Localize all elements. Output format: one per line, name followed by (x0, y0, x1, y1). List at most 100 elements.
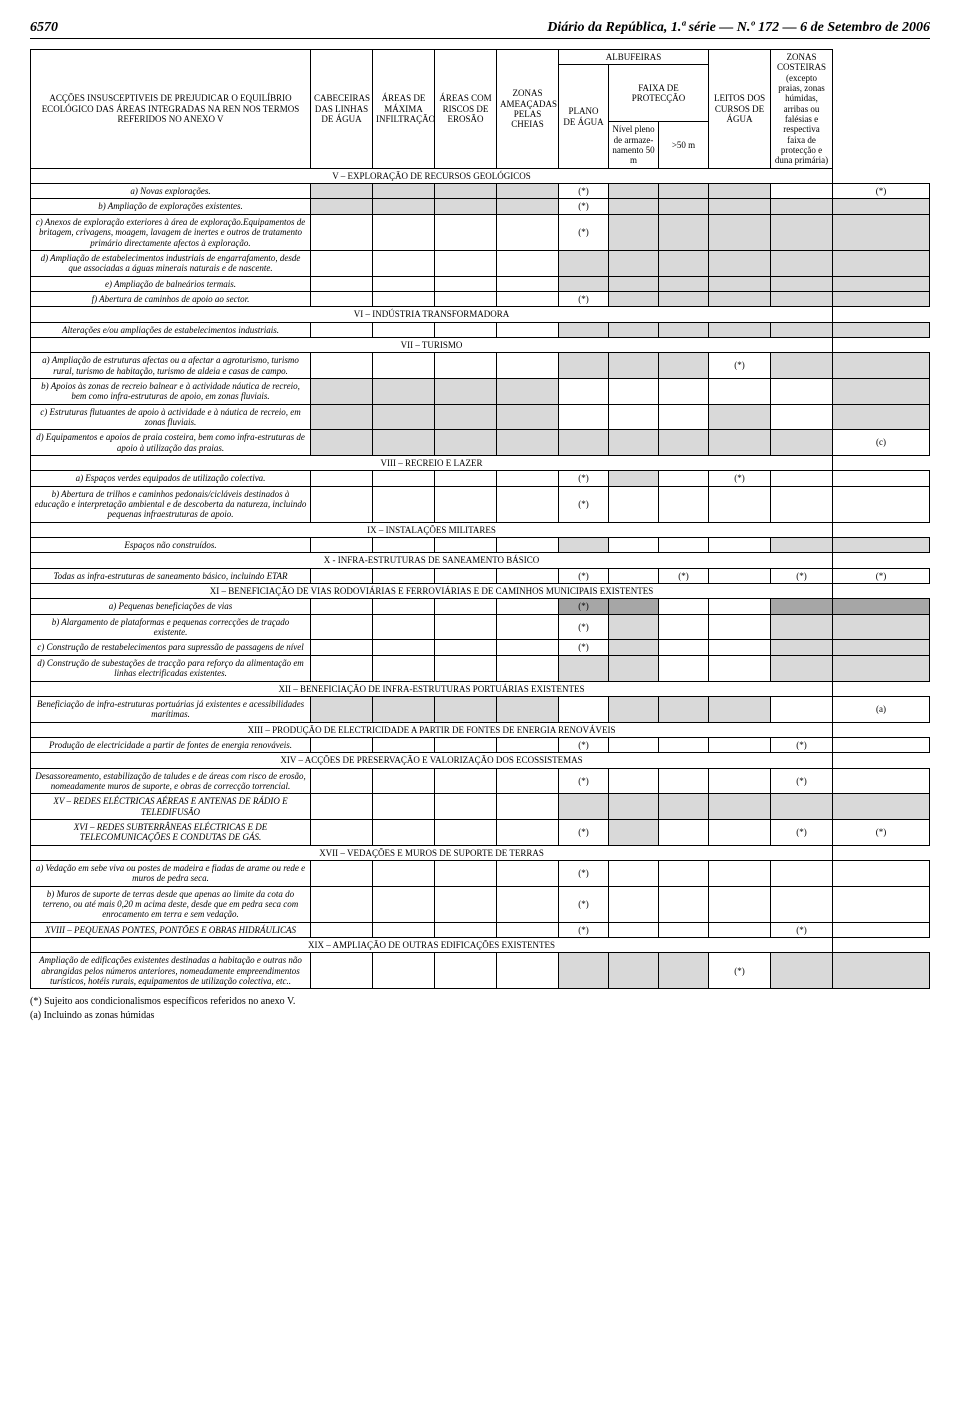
cell (373, 794, 435, 820)
cell (311, 737, 373, 752)
cell: (a) (833, 696, 930, 722)
cell: (*) (559, 819, 609, 845)
cell: (*) (559, 568, 609, 583)
cell: (*) (559, 640, 609, 655)
cell (559, 538, 609, 553)
table-row: Beneficiação de infra-estruturas portuár… (31, 696, 930, 722)
cell (771, 886, 833, 922)
section-title: V – EXPLORAÇÃO DE RECURSOS GEOLÓGICOS (31, 168, 833, 183)
cell (311, 614, 373, 640)
cell (709, 430, 771, 456)
row-desc: Ampliação de edificações existentes dest… (31, 953, 311, 989)
cell (771, 214, 833, 250)
row-desc: b) Alargamento de plataformas e pequenas… (31, 614, 311, 640)
cell (833, 404, 930, 430)
cell: (*) (709, 471, 771, 486)
cell (559, 655, 609, 681)
cell (609, 655, 659, 681)
col-cabeceiras: CABECEIRAS DAS LINHAS DE ÁGUA (311, 50, 373, 169)
cell: (*) (771, 568, 833, 583)
cell (609, 322, 659, 337)
cell (609, 860, 659, 886)
table-row: XV – REDES ELÉCTRICAS AÉREAS E ANTENAS D… (31, 794, 930, 820)
cell: (*) (833, 568, 930, 583)
cell (833, 250, 930, 276)
cell (659, 599, 709, 614)
cell (311, 404, 373, 430)
cell (709, 276, 771, 291)
section-row: V – EXPLORAÇÃO DE RECURSOS GEOLÓGICOS (31, 168, 930, 183)
cell (771, 430, 833, 456)
cell (771, 404, 833, 430)
cell (373, 696, 435, 722)
cell (659, 860, 709, 886)
cell (435, 353, 497, 379)
table-row: b) Apoios às zonas de recreio balnear e … (31, 378, 930, 404)
cell: (*) (559, 922, 609, 937)
cell (771, 794, 833, 820)
cell (311, 353, 373, 379)
section-title: IX – INSTALAÇÕES MILITARES (31, 522, 833, 537)
cell (659, 886, 709, 922)
row-desc: Espaços não construídos. (31, 538, 311, 553)
cell (609, 291, 659, 306)
cell (435, 696, 497, 722)
cell (497, 819, 559, 845)
cell (497, 322, 559, 337)
cell (435, 486, 497, 522)
row-desc: e) Ampliação de balneários termais. (31, 276, 311, 291)
cell (609, 768, 659, 794)
cell (373, 214, 435, 250)
cell (771, 538, 833, 553)
cell (497, 640, 559, 655)
cell (709, 199, 771, 214)
cell (373, 819, 435, 845)
cell (771, 276, 833, 291)
cell (659, 184, 709, 199)
cell (709, 696, 771, 722)
section-row: XII – BENEFICIAÇÃO DE INFRA-ESTRUTURAS P… (31, 681, 930, 696)
cell (609, 922, 659, 937)
cell (709, 378, 771, 404)
cell: (*) (559, 184, 609, 199)
cell (497, 486, 559, 522)
row-desc: c) Estruturas flutuantes de apoio à acti… (31, 404, 311, 430)
cell (497, 737, 559, 752)
cell (659, 953, 709, 989)
cell (373, 404, 435, 430)
cell (771, 640, 833, 655)
col-plano-agua: PLANO DE ÁGUA (559, 65, 609, 168)
cell (311, 184, 373, 199)
cell (435, 430, 497, 456)
cell (771, 655, 833, 681)
cell (659, 291, 709, 306)
section-row: IX – INSTALAÇÕES MILITARES (31, 522, 930, 537)
cell (833, 737, 930, 752)
cell (559, 353, 609, 379)
cell (373, 486, 435, 522)
cell (771, 184, 833, 199)
header-left: 6570 (30, 20, 58, 36)
section-title: XVII – VEDAÇÕES E MUROS DE SUPORTE DE TE… (31, 845, 833, 860)
cell (559, 404, 609, 430)
cell (771, 486, 833, 522)
cell (373, 886, 435, 922)
row-desc: c) Construção de restabelecimentos para … (31, 640, 311, 655)
cell (771, 953, 833, 989)
cell (771, 599, 833, 614)
cell (659, 640, 709, 655)
cell (771, 860, 833, 886)
cell (373, 276, 435, 291)
cell (311, 886, 373, 922)
table-row: d) Ampliação de estabelecimentos industr… (31, 250, 930, 276)
cell (435, 737, 497, 752)
cell (435, 599, 497, 614)
cell (435, 404, 497, 430)
table-body: V – EXPLORAÇÃO DE RECURSOS GEOLÓGICOSa) … (31, 168, 930, 989)
cell: (*) (771, 737, 833, 752)
cell (659, 404, 709, 430)
cell (373, 250, 435, 276)
cell (709, 886, 771, 922)
row-desc: f) Abertura de caminhos de apoio ao sect… (31, 291, 311, 306)
cell (709, 322, 771, 337)
